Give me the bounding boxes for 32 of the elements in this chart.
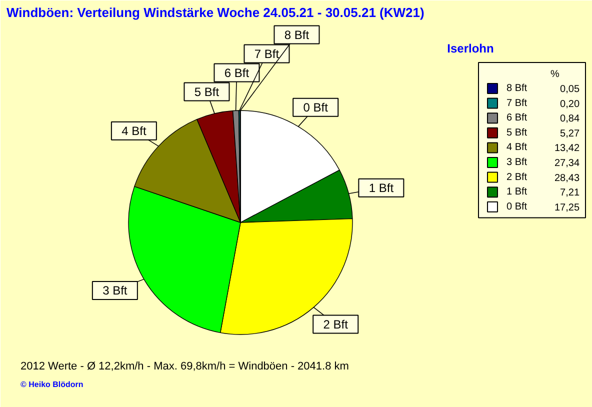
legend-label: 6 Bft (506, 112, 528, 124)
legend-label: 7 Bft (506, 98, 528, 109)
text: © Heiko Blödorn (20, 380, 84, 389)
data-label: 13,42 (554, 143, 580, 154)
slice-label: 7 Bft (254, 46, 280, 61)
legend-label: 8 Bft (506, 83, 528, 94)
slice-label: 4 Bft (122, 124, 147, 138)
legend-label: 3 Bft (506, 157, 528, 168)
slice-label: 6 Bft (224, 66, 250, 80)
slice-label: 8 Bft (284, 28, 310, 42)
slice-label: 3 Bft (102, 284, 128, 298)
data-label: 0,05 (560, 84, 580, 95)
legend-label: 5 Bft (506, 127, 528, 138)
legend-label: 4 Bft (506, 142, 528, 154)
legend-title: % (550, 69, 560, 80)
chart-title: Windböen: Verteilung Windstärke Woche 24.05.21 - 30.05.21 (KW21) (6, 5, 424, 20)
data-label: 5,27 (560, 128, 580, 140)
text: Iserlohn (447, 42, 494, 56)
data-label: 28,43 (554, 172, 580, 184)
text: 2012 Werte - Ø 12,2km/h - Max. 69,8km/h = Windböen - 2041.8 km (20, 360, 349, 372)
data-label: 0,20 (560, 98, 580, 110)
slice-label: 2 Bft (323, 317, 349, 332)
data-label: 17,25 (554, 202, 580, 214)
legend-label: 1 Bft (506, 186, 528, 198)
data-label: 7,21 (560, 188, 580, 199)
slice-label: 5 Bft (194, 84, 220, 99)
slice-label: 1 Bft (368, 180, 394, 195)
legend-label: 0 Bft (506, 201, 528, 212)
legend-label: 2 Bft (506, 172, 528, 183)
data-label: 0,84 (560, 114, 580, 125)
slice-label: 0 Bft (303, 100, 329, 114)
data-label: 27,34 (554, 158, 580, 169)
